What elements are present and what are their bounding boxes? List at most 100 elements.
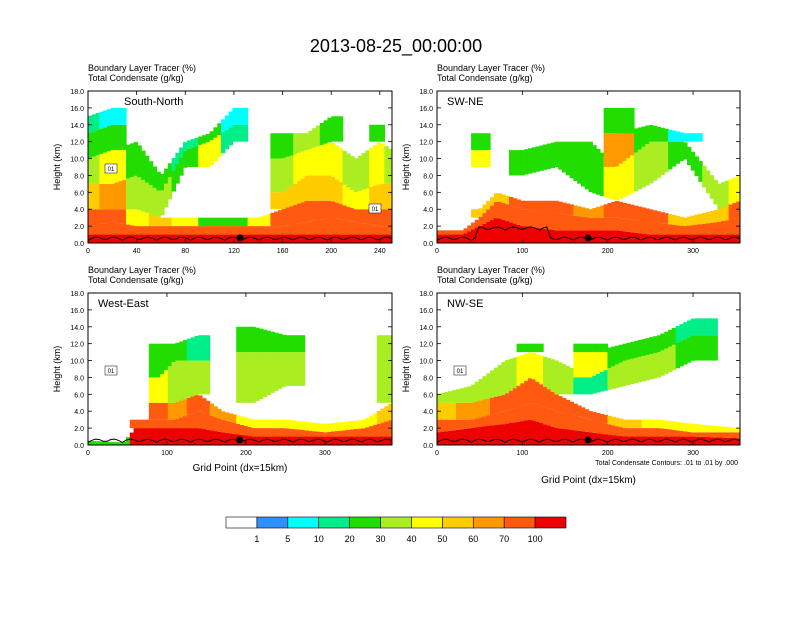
x-axis-label: Grid Point (dx=15km) (193, 463, 288, 474)
field-cell (274, 211, 279, 227)
field-cell (369, 234, 374, 243)
field-cell (373, 124, 378, 142)
field-cell (171, 402, 176, 420)
field-cell (198, 395, 203, 412)
field-cell (452, 230, 457, 235)
field-cell (171, 343, 176, 363)
field-cell (183, 428, 188, 445)
field-cell (592, 343, 597, 353)
field-cell (679, 234, 684, 243)
field-cell (535, 200, 540, 212)
field-cell (486, 426, 491, 445)
field-cell (664, 436, 669, 445)
field-cell (694, 335, 699, 361)
field-cell (354, 221, 359, 235)
field-cell (262, 419, 268, 429)
field-cell (705, 234, 711, 243)
field-cell (270, 226, 275, 235)
y-tick-label: 14.0 (70, 325, 84, 332)
field-cell (580, 343, 586, 353)
x-tick-label: 0 (435, 450, 439, 457)
field-cell (565, 413, 571, 430)
field-cell (705, 211, 711, 224)
colorbar-swatch (472, 516, 505, 529)
field-cell (179, 341, 184, 361)
field-cell (520, 343, 525, 353)
field-cell (266, 352, 271, 395)
field-cell (592, 208, 597, 218)
field-cell (122, 441, 127, 445)
field-cell (335, 218, 340, 235)
field-cell (240, 326, 245, 353)
field-cell (516, 421, 521, 445)
field-cell (380, 143, 385, 184)
field-cell (145, 428, 150, 445)
field-cell (202, 135, 207, 144)
field-cell (205, 133, 211, 143)
field-cell (350, 436, 355, 445)
field-cell (478, 417, 484, 427)
field-cell (179, 217, 184, 227)
field-cell (527, 352, 533, 379)
field-cell (266, 436, 271, 445)
field-cell (577, 405, 582, 417)
field-cell (490, 397, 495, 415)
field-cell (148, 377, 154, 403)
field-cell (91, 209, 97, 226)
field-cell (599, 413, 605, 423)
field-cell (550, 391, 556, 410)
x-tick-label: 160 (277, 248, 289, 255)
field-cell (626, 203, 631, 220)
field-cell (683, 217, 688, 227)
field-cell (660, 234, 665, 243)
field-cell (373, 413, 378, 425)
field-cell (611, 425, 616, 436)
field-cell (228, 217, 233, 227)
field-cell (289, 186, 294, 207)
field-cell (141, 428, 146, 445)
x-tick-label: 120 (228, 248, 240, 255)
field-cell (656, 211, 662, 223)
field-cell (297, 203, 302, 224)
field-cell (668, 141, 673, 170)
field-cell (122, 124, 127, 151)
field-cell (531, 147, 537, 173)
field-cell (194, 137, 199, 147)
field-cell (354, 436, 359, 445)
field-cell (186, 140, 192, 149)
field-cell (365, 150, 370, 189)
field-cell (527, 378, 533, 404)
field-cell (516, 356, 521, 386)
contour-label: 01 (457, 369, 464, 375)
field-cell (565, 203, 571, 215)
field-cell (561, 202, 567, 215)
field-cell (539, 200, 544, 212)
colorbar-label: 70 (499, 534, 509, 544)
field-cell (471, 427, 476, 445)
field-cell (471, 402, 476, 420)
field-cell (588, 419, 593, 433)
field-cell (342, 219, 347, 235)
field-cell (607, 203, 612, 218)
field-cell (145, 212, 150, 227)
field-cell (194, 395, 199, 413)
field-cell (664, 223, 669, 235)
field-cell (645, 436, 650, 445)
field-cell (331, 431, 336, 437)
y-tick-label: 14.0 (419, 325, 433, 332)
field-cell (645, 234, 650, 243)
field-cell (259, 328, 264, 353)
field-cell (278, 226, 283, 235)
field-cell (592, 145, 597, 194)
field-cell (255, 428, 260, 437)
field-cell (110, 183, 116, 210)
field-cell (626, 231, 631, 243)
field-cell (630, 436, 635, 445)
field-cell (705, 318, 711, 336)
field-cell (384, 406, 389, 422)
field-cell (645, 208, 650, 222)
field-cell (584, 217, 590, 231)
field-cell (622, 231, 627, 243)
field-cell (664, 141, 669, 173)
field-cell (490, 220, 495, 243)
